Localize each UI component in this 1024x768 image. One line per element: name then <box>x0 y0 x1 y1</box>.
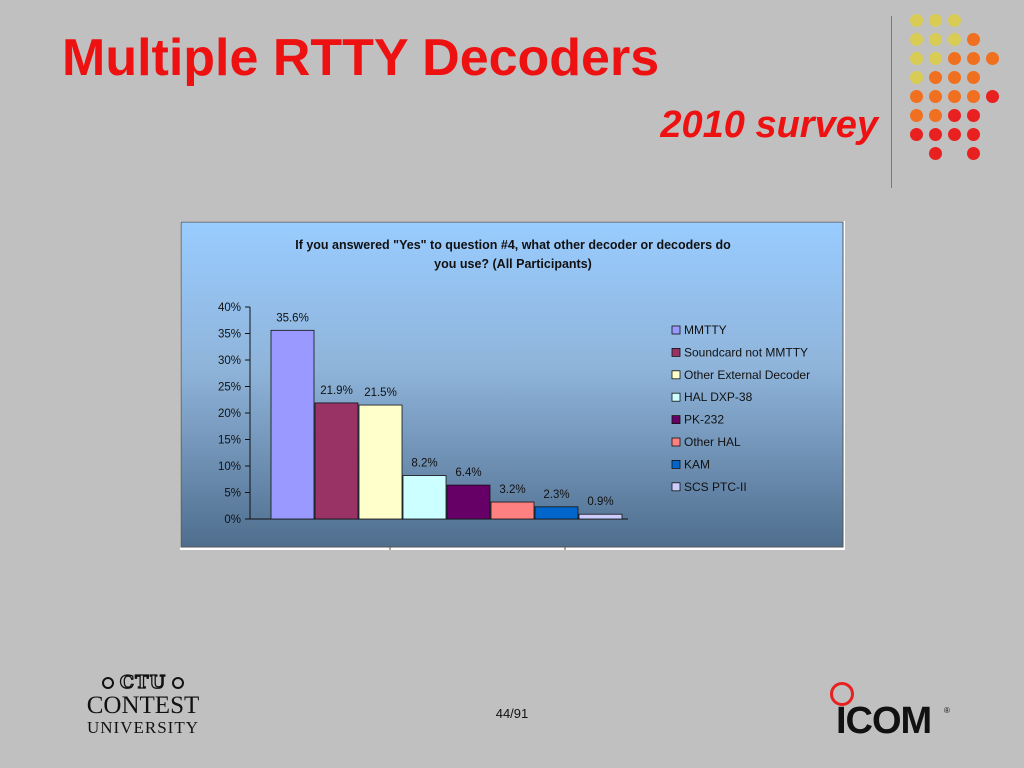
registered-mark: ® <box>944 706 950 715</box>
bar <box>578 513 623 520</box>
bar-value-label: 8.2% <box>411 458 437 470</box>
legend-swatch <box>671 437 681 447</box>
legend-swatch <box>671 482 681 492</box>
y-tick-label: 5% <box>224 488 241 500</box>
legend-swatch <box>671 325 681 335</box>
legend-swatch <box>671 370 681 380</box>
decorative-dot <box>929 52 942 65</box>
decorative-dot <box>929 109 942 122</box>
slide-subtitle: 2010 survey <box>660 104 878 146</box>
legend-swatch <box>671 415 681 425</box>
bar <box>314 402 359 520</box>
decorative-dot <box>948 109 961 122</box>
title-divider-line <box>891 16 892 188</box>
legend-label: PK-232 <box>684 413 724 427</box>
icom-logo-text: ICOM <box>836 700 932 742</box>
bar <box>270 329 315 520</box>
decorative-dot <box>948 71 961 84</box>
legend-label: SCS PTC-II <box>684 480 747 494</box>
decorative-dot <box>929 14 942 27</box>
decorative-dot <box>910 14 923 27</box>
y-tick-label: 20% <box>218 408 241 420</box>
decorative-dot <box>929 71 942 84</box>
bar-value-label: 0.9% <box>587 496 613 508</box>
legend-label: Soundcard not MMTTY <box>684 345 808 359</box>
legend-label: Other External Decoder <box>684 368 810 382</box>
ring-icon <box>101 676 114 689</box>
icom-logo: ICOM ® <box>828 680 958 744</box>
page-number: 44/91 <box>495 706 529 721</box>
decorative-dot <box>929 128 942 141</box>
bar <box>534 506 579 520</box>
contest-university-logo: CTU CONTEST UNIVERSITY <box>78 671 208 737</box>
y-tick-label: 25% <box>218 382 241 394</box>
decorative-dot <box>967 90 980 103</box>
icom-ring-icon <box>830 682 854 706</box>
y-tick-label: 0% <box>224 514 241 526</box>
decorative-dot <box>967 128 980 141</box>
decorative-dot <box>910 33 923 46</box>
bar <box>358 404 403 520</box>
decorative-dot <box>910 109 923 122</box>
decorative-dot <box>929 90 942 103</box>
chart-title-line-1: If you answered "Yes" to question #4, wh… <box>295 238 731 252</box>
bar <box>402 475 447 520</box>
legend-label: HAL DXP-38 <box>684 390 753 404</box>
bar-value-label: 6.4% <box>455 467 481 479</box>
ring-icon <box>172 676 185 689</box>
legend-swatch <box>671 459 681 469</box>
bar-value-label: 35.6% <box>276 312 309 324</box>
decorative-dot <box>967 147 980 160</box>
contest-text: CONTEST <box>86 692 200 719</box>
decorative-dot <box>929 33 942 46</box>
slide-title: Multiple RTTY Decoders <box>62 29 660 87</box>
bar-value-label: 21.9% <box>320 385 353 397</box>
decorative-dot <box>967 33 980 46</box>
chart-title-line-2: you use? (All Participants) <box>434 257 592 271</box>
y-tick-label: 10% <box>218 461 241 473</box>
legend-label: Other HAL <box>684 435 741 449</box>
ctu-logo-text: CTU <box>119 671 167 693</box>
decorative-dot <box>967 109 980 122</box>
decorative-dot <box>948 128 961 141</box>
decorative-dot <box>948 33 961 46</box>
legend: MMTTY Soundcard not MMTTY Other External D… <box>671 323 810 494</box>
decorative-dot <box>910 90 923 103</box>
decorative-dot <box>967 52 980 65</box>
decorative-dot <box>948 14 961 27</box>
legend-swatch <box>671 392 681 402</box>
decorative-dot <box>948 52 961 65</box>
legend-label: MMTTY <box>684 323 727 337</box>
bar <box>490 501 535 520</box>
bar <box>446 484 491 520</box>
bar-value-label: 3.2% <box>499 484 525 496</box>
decorative-dot <box>986 52 999 65</box>
decorative-dot <box>910 71 923 84</box>
decorative-dot <box>986 90 999 103</box>
y-tick-label: 40% <box>218 302 241 314</box>
decorative-dot <box>910 52 923 65</box>
decorative-dot <box>929 147 942 160</box>
decorative-dot <box>948 90 961 103</box>
y-tick-label: 15% <box>218 435 241 447</box>
y-tick-label: 30% <box>218 355 241 367</box>
bars: 35.6% 21.9% 21.5% 8.2% 6.4% 3.2% 2.3% 0.9% <box>270 312 623 520</box>
legend-swatch <box>671 348 681 357</box>
y-tick-label: 35% <box>218 329 241 341</box>
decorative-dot <box>967 71 980 84</box>
legend-label: KAM <box>684 457 710 471</box>
decorative-dot <box>910 128 923 141</box>
chart-container: If you answered "Yes" to question #4, wh… <box>180 221 845 550</box>
bar-value-label: 2.3% <box>543 489 569 501</box>
bar-chart: If you answered "Yes" to question #4, wh… <box>180 221 845 550</box>
bar-value-label: 21.5% <box>364 387 397 399</box>
university-text: UNIVERSITY <box>87 718 199 737</box>
